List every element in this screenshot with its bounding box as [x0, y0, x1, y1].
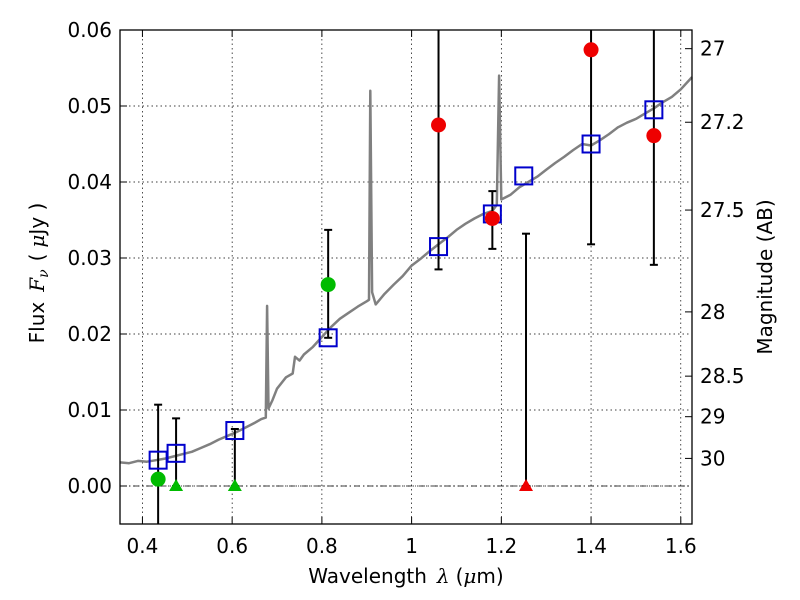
model-photometry-square — [514, 166, 534, 186]
model-spectrum — [119, 74, 693, 465]
x-tick-label: 0.8 — [306, 534, 338, 558]
x-tick-label: 1 — [405, 534, 418, 558]
y-tick-label: 0.02 — [67, 322, 112, 346]
x-tick-label: 1.6 — [665, 534, 697, 558]
x-tick-label: 0.4 — [127, 534, 159, 558]
data-points — [148, 42, 664, 491]
y-tick-label: 0.06 — [67, 18, 112, 42]
detected-point — [431, 117, 447, 133]
plot-frame — [119, 29, 693, 525]
detected-point — [583, 42, 599, 58]
model-photometry-square — [581, 134, 601, 154]
error-bars — [154, 30, 658, 524]
model-photometry-square — [225, 421, 245, 441]
x-axis-label: Wavelength λ (μm) — [308, 564, 503, 588]
x-tick-label: 0.6 — [216, 534, 248, 558]
magnitude-axis-label: Magnitude (AB) — [753, 199, 777, 354]
x-tick-labels: 0.4 0.6 0.8 1 1.2 1.4 1.6 — [127, 534, 697, 558]
model-photometry-square — [429, 237, 449, 257]
model-photometry-square — [318, 328, 338, 348]
detected-point — [646, 128, 662, 144]
optical-point — [150, 471, 166, 487]
y-axis-label: FluxFν(μJy ) — [25, 203, 52, 344]
magnitude-tick-label: 29 — [700, 405, 725, 429]
optical-upper-limit-marker — [227, 479, 242, 491]
magnitude-tick-label: 27.5 — [700, 198, 745, 222]
magnitude-tick-label: 27 — [700, 37, 725, 61]
model-photometry-square — [166, 443, 186, 463]
magnitude-tick-label: 27.2 — [700, 110, 745, 134]
optical-upper-limit-marker — [169, 479, 184, 491]
axis-ticks — [120, 29, 692, 524]
x-tick-label: 1.2 — [485, 534, 517, 558]
model-spectrum-line — [119, 74, 693, 465]
y-tick-label: 0.00 — [67, 474, 112, 498]
magnitude-tick-label: 30 — [700, 446, 725, 470]
magnitude-tick-label: 28 — [700, 300, 725, 324]
model-photometry-square — [644, 100, 664, 120]
y-tick-label: 0.04 — [67, 170, 112, 194]
y-tick-label: 0.01 — [67, 398, 112, 422]
x-tick-label: 1.4 — [575, 534, 607, 558]
magnitude-tick-label: 28.5 — [700, 364, 745, 388]
y-tick-labels: 0.00 0.01 0.02 0.03 0.04 0.05 0.06 — [67, 18, 112, 498]
detected-point — [484, 210, 500, 226]
nir-upper-limit-marker — [519, 479, 534, 491]
optical-point — [320, 277, 336, 293]
y-tick-label: 0.05 — [67, 94, 112, 118]
y-tick-label: 0.03 — [67, 246, 112, 270]
magnitude-tick-labels: 27 27.2 27.5 28 28.5 29 30 — [700, 37, 745, 471]
